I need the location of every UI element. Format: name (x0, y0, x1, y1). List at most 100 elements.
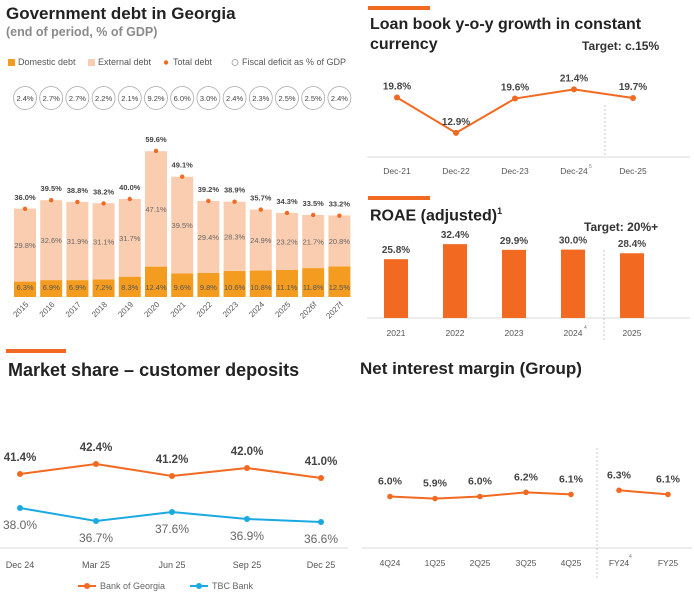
legend-label: Total debt (173, 57, 213, 67)
external-value-label: 29.8% (14, 241, 36, 250)
legend-bog-marker (84, 583, 90, 589)
fiscal-deficit-label: 2.2% (95, 94, 112, 103)
external-value-label: 31.1% (93, 237, 115, 246)
bog-value-label: 41.2% (156, 454, 189, 466)
external-bar (276, 212, 298, 270)
nim-title: Net interest margin (Group) (360, 359, 582, 378)
fiscal-deficit-label: 2.5% (305, 94, 322, 103)
loan-x-tick: Dec-23 (501, 166, 529, 176)
loan-point (630, 95, 636, 102)
bog-value-label: 42.0% (231, 446, 264, 458)
domestic-bar (92, 279, 115, 297)
fiscal-deficit-label: 3.0% (200, 94, 217, 103)
domestic-bar (145, 266, 167, 297)
roae-bar (620, 253, 644, 318)
market-panel: Market share – customer deposits 41.4% 42… (0, 340, 350, 598)
total-debt-marker (153, 148, 159, 154)
nim-x-tick: 1Q25 (425, 558, 446, 568)
loan-point (512, 95, 518, 102)
legend-external-swatch (88, 59, 95, 66)
domestic-bar (40, 280, 63, 297)
roae-x-tick: 2023 (505, 328, 524, 338)
total-debt-marker (22, 206, 28, 211)
nim-x-tick: FY25 (658, 558, 679, 568)
domestic-value-label: 12.4% (145, 283, 167, 292)
external-bar (66, 201, 89, 281)
nim-quarterly-label: 6.1% (559, 473, 584, 485)
domestic-value-label: 6.9% (43, 283, 60, 292)
fiscal-deficit-label: 2.4% (226, 94, 243, 103)
bog-value-label: 41.0% (305, 456, 338, 468)
loan-x-tick: Dec-25 (619, 166, 647, 176)
tbc-point (169, 509, 175, 515)
nim-quarterly-point (523, 489, 529, 496)
bog-point (169, 473, 175, 479)
nim-quarterly-point (477, 493, 483, 500)
domestic-value-label: 8.3% (121, 283, 138, 292)
legend-label: External debt (98, 57, 152, 67)
tbc-value-label: 36.9% (230, 529, 264, 543)
legend-tbc-marker (196, 583, 202, 589)
domestic-value-label: 7.2% (95, 283, 112, 292)
loan-x-tick: Dec-24 (560, 166, 588, 176)
market-accent-bar (6, 349, 66, 353)
x-tick-label: 2022 (195, 300, 214, 319)
fiscal-deficit-label: 2.7% (69, 94, 86, 103)
nim-annual-point (665, 491, 671, 498)
market-x-tick: Mar 25 (82, 560, 110, 570)
domestic-bar (197, 272, 220, 297)
roae-target: Target: 20%+ (584, 220, 659, 234)
external-bar (40, 200, 63, 281)
x-tick-label: 2015 (11, 300, 30, 319)
roae-panel: ROAE (adjusted)1 Target: 20%+ 25.8% 2021 3… (362, 190, 694, 340)
x-tick-label: 2016 (38, 300, 57, 319)
total-debt-marker (311, 212, 316, 218)
nim-quarterly-point (568, 491, 574, 498)
domestic-bar (171, 273, 194, 297)
external-bar (223, 201, 246, 272)
total-debt-marker (49, 198, 54, 203)
domestic-value-label: 10.8% (250, 283, 272, 292)
x-tick-label: 2020 (142, 300, 161, 319)
fiscal-deficit-label: 2.7% (43, 94, 60, 103)
nim-chart: 6.0% 5.9% 6.0% 6.2% 6.1% 6.3% 6.1% 4Q24 1Q25 2Q25… (362, 448, 692, 578)
total-debt-label: 59.6% (145, 135, 167, 144)
total-debt-marker (284, 210, 290, 216)
x-tick-label: 2024 (247, 300, 266, 319)
loan-panel: Loan book y-o-y growth in constant curre… (362, 0, 694, 190)
total-debt-marker (127, 196, 132, 202)
roae-chart: 25.8% 2021 32.4% 2022 29.9% 2023 30.0% 2024 28.4… (367, 230, 690, 340)
roae-title-text: ROAE (adjusted) (370, 207, 498, 225)
nim-quarterly-label: 6.0% (468, 476, 493, 488)
market-x-tick: Sep 25 (233, 560, 262, 570)
roae-x-tick: 2025 (623, 328, 642, 338)
domestic-value-label: 9.8% (200, 283, 217, 292)
fiscal-deficit-circle (91, 86, 116, 110)
loan-value-label: 19.6% (501, 83, 529, 94)
bog-point (244, 465, 250, 471)
loan-x-tick: Dec-21 (383, 166, 411, 176)
total-debt-marker (75, 199, 80, 205)
domestic-value-label: 6.9% (69, 283, 86, 292)
total-debt-marker (101, 201, 106, 206)
external-bar (302, 214, 325, 269)
fiscal-deficit-label: 2.3% (252, 94, 269, 103)
tbc-point (318, 519, 324, 525)
loan-value-label: 19.8% (383, 82, 411, 93)
govdebt-chart: Domestic debt External debt Total debt Fisc… (8, 57, 352, 321)
tbc-point (17, 505, 23, 511)
fiscal-deficit-label: 2.1% (121, 94, 138, 103)
fiscal-deficit-circle (65, 86, 90, 110)
x-tick-label: 2026f (298, 300, 319, 321)
nim-x-tick: FY24 (609, 558, 630, 568)
loan-title-line1: Loan book y-o-y growth in constant (370, 16, 642, 33)
fiscal-deficit-circle (248, 86, 273, 110)
x-tick-label: 2023 (221, 300, 240, 319)
fiscal-deficit-circle (275, 86, 299, 110)
nim-quarterly-point (387, 493, 393, 500)
bog-value-label: 41.4% (4, 452, 37, 464)
roae-title-footnote: 1 (497, 206, 503, 216)
loan-value-label: 12.9% (442, 117, 470, 128)
total-debt-label: 49.1% (172, 161, 194, 170)
roae-title: ROAE (adjusted)1 (370, 206, 502, 225)
